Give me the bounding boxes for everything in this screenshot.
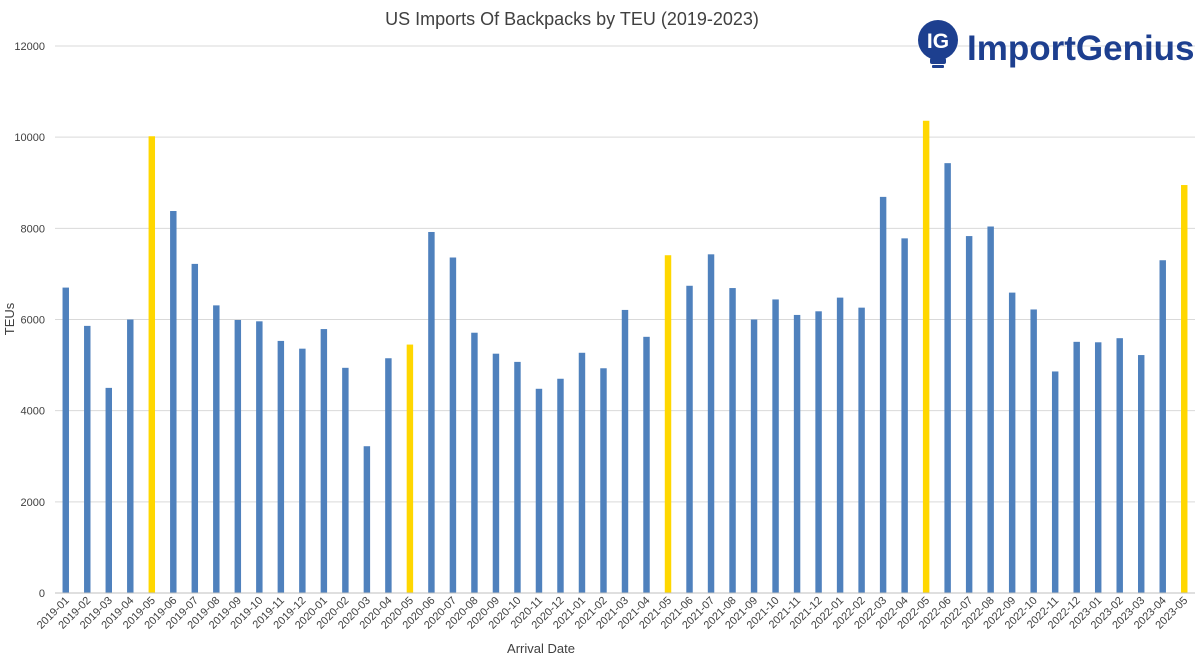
y-tick-label: 0 bbox=[39, 588, 45, 600]
bar bbox=[578, 352, 586, 593]
y-tick-label: 4000 bbox=[21, 406, 45, 418]
bar bbox=[664, 255, 672, 594]
bar bbox=[84, 325, 91, 593]
bar bbox=[1094, 342, 1102, 593]
bar bbox=[234, 319, 242, 593]
bar bbox=[750, 319, 758, 593]
x-axis-ticks: 2019-012019-022019-032019-042019-052019-… bbox=[35, 595, 1191, 632]
bar bbox=[1051, 371, 1059, 593]
y-tick-label: 8000 bbox=[21, 223, 45, 235]
bar bbox=[1138, 355, 1145, 593]
logo-bulb-icon bbox=[918, 20, 958, 60]
bar bbox=[836, 297, 844, 593]
bar bbox=[471, 332, 478, 593]
logo-bulb-base-icon bbox=[932, 65, 944, 68]
bars bbox=[62, 120, 1188, 594]
bar bbox=[191, 263, 199, 593]
y-axis-label: TEUs bbox=[2, 302, 17, 335]
bar bbox=[965, 236, 973, 593]
bar bbox=[944, 163, 951, 593]
bar bbox=[858, 307, 865, 593]
bar bbox=[449, 257, 457, 593]
bar bbox=[1008, 292, 1016, 593]
bar bbox=[320, 329, 328, 593]
bar bbox=[385, 358, 392, 593]
bar bbox=[879, 196, 887, 593]
bar bbox=[922, 120, 930, 593]
bar bbox=[535, 388, 543, 593]
bar bbox=[1181, 185, 1188, 593]
bar bbox=[1030, 309, 1037, 593]
bar bbox=[492, 353, 500, 593]
bar bbox=[1159, 260, 1166, 593]
logo-letters: IG bbox=[927, 30, 949, 53]
bar bbox=[621, 309, 629, 593]
bar bbox=[406, 344, 414, 593]
bar bbox=[342, 367, 349, 593]
y-tick-label: 12000 bbox=[14, 41, 45, 53]
bar bbox=[772, 299, 779, 593]
bar bbox=[815, 311, 822, 593]
y-tick-label: 10000 bbox=[14, 132, 45, 144]
bar bbox=[170, 211, 177, 593]
bar bbox=[707, 254, 715, 593]
bar bbox=[557, 378, 564, 593]
bar bbox=[987, 226, 994, 593]
bar bbox=[62, 287, 69, 593]
bar bbox=[428, 231, 435, 594]
bar bbox=[256, 321, 263, 593]
logo-name: ImportGenius bbox=[967, 29, 1195, 68]
bar bbox=[686, 285, 693, 593]
bar bbox=[514, 361, 521, 593]
bar bbox=[213, 305, 220, 593]
importgenius-logo: IG ImportGenius bbox=[918, 20, 1195, 68]
chart-title: US Imports Of Backpacks by TEU (2019-202… bbox=[385, 9, 759, 29]
bar bbox=[1073, 341, 1080, 593]
bar bbox=[643, 336, 650, 593]
bar bbox=[105, 387, 112, 594]
bar bbox=[363, 446, 371, 593]
x-axis-label: Arrival Date bbox=[507, 641, 575, 656]
bar bbox=[277, 340, 285, 593]
bar bbox=[1116, 338, 1123, 593]
bar bbox=[729, 288, 736, 593]
bar bbox=[901, 238, 908, 594]
bar bbox=[793, 314, 801, 593]
y-tick-label: 6000 bbox=[21, 315, 45, 327]
bar bbox=[299, 348, 306, 593]
bar bbox=[148, 136, 156, 593]
bar bbox=[127, 319, 134, 593]
y-axis-ticks: 0 2000 4000 6000 8000 10000 12000 bbox=[14, 41, 45, 600]
bar bbox=[600, 368, 607, 593]
y-tick-label: 2000 bbox=[21, 497, 45, 509]
logo-bulb-base-icon bbox=[930, 58, 946, 64]
